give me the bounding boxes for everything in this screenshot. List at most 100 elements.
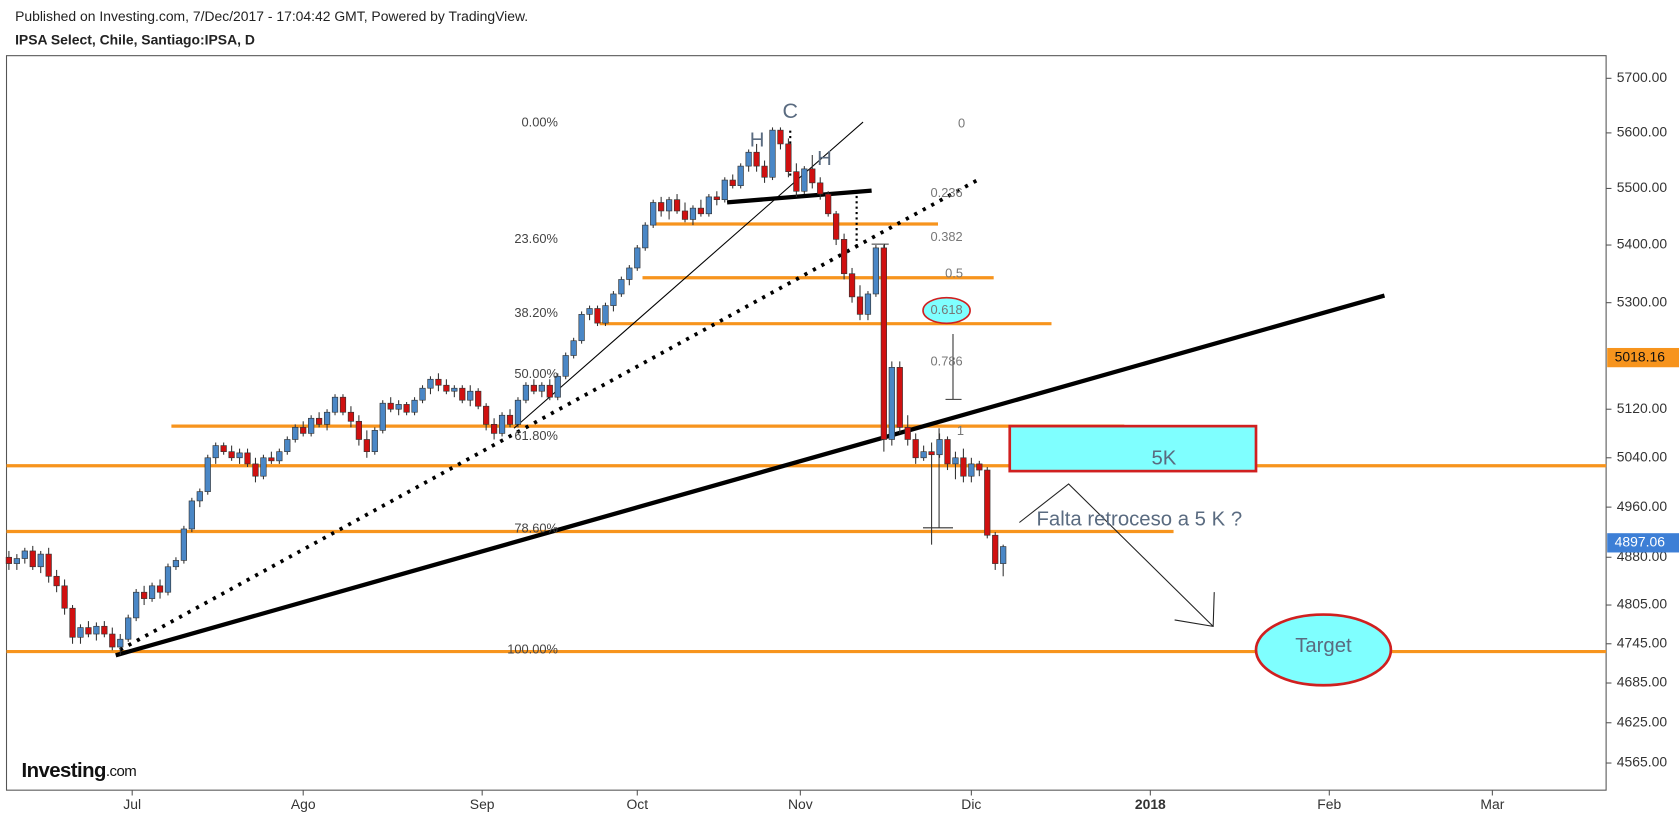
candle-body bbox=[292, 427, 299, 440]
candle-body bbox=[761, 165, 768, 178]
candle-body bbox=[514, 399, 522, 425]
candle-body bbox=[769, 129, 776, 178]
candle-body bbox=[284, 439, 291, 452]
annotation: H bbox=[817, 148, 832, 170]
annotation: C bbox=[783, 99, 798, 123]
x-tick-label: Ago bbox=[291, 796, 316, 812]
candle-body bbox=[180, 528, 187, 561]
candle-body bbox=[936, 439, 943, 456]
candle-body bbox=[347, 411, 355, 422]
target-box bbox=[1008, 424, 1258, 473]
candle-body bbox=[45, 553, 52, 577]
fib-label: 0.236 bbox=[931, 185, 963, 200]
candle-body bbox=[801, 168, 808, 192]
fib-label: 0.382 bbox=[931, 229, 963, 244]
candle-body bbox=[355, 420, 362, 440]
price-label-bg bbox=[1607, 347, 1679, 368]
plot-frame bbox=[5, 55, 1607, 791]
candle-body bbox=[610, 293, 617, 306]
fib-label: 61.80% bbox=[514, 428, 558, 443]
fib-label: 100.00% bbox=[507, 641, 558, 656]
candle-body bbox=[125, 617, 132, 640]
y-tick-label: 4805.00 bbox=[1617, 596, 1668, 612]
candle-body bbox=[809, 168, 816, 184]
candle-body bbox=[642, 224, 649, 249]
candle-body bbox=[323, 411, 331, 425]
candle-body bbox=[172, 560, 180, 568]
y-tick-label: 4565.00 bbox=[1617, 754, 1668, 770]
candle-body bbox=[848, 273, 856, 298]
candle-body bbox=[133, 591, 140, 619]
annotation: H bbox=[750, 130, 765, 152]
y-tick-label: 4685.00 bbox=[1617, 674, 1668, 690]
candle-body bbox=[976, 463, 983, 471]
candle-body bbox=[944, 439, 951, 465]
candle-body bbox=[156, 585, 164, 593]
x-tick-label: Nov bbox=[788, 796, 813, 812]
candle-body bbox=[697, 207, 705, 215]
arrow bbox=[1019, 483, 1215, 627]
candle-body bbox=[69, 607, 76, 638]
fib-label: 78.60% bbox=[514, 520, 558, 535]
candle-body bbox=[650, 202, 657, 226]
fib-label: 0.618 bbox=[931, 302, 963, 317]
candle-body bbox=[260, 457, 267, 477]
y-tick-label: 5600.00 bbox=[1617, 124, 1668, 140]
x-tick-label: Dic bbox=[961, 796, 981, 812]
logo: Investing.com bbox=[22, 760, 137, 782]
candle-body bbox=[117, 638, 124, 648]
candle-body bbox=[419, 387, 426, 401]
candle-body bbox=[872, 247, 880, 295]
candle-body bbox=[475, 390, 482, 407]
y-tick-label: 5120.00 bbox=[1617, 400, 1668, 416]
candle-body bbox=[952, 457, 959, 465]
candle-body bbox=[817, 182, 824, 195]
candle-body bbox=[1000, 546, 1007, 564]
candle-body bbox=[721, 179, 728, 201]
fib-label: 0.5 bbox=[945, 265, 963, 280]
fib-label: 23.60% bbox=[514, 231, 558, 246]
candle-body bbox=[459, 387, 466, 401]
candle-body bbox=[618, 279, 625, 295]
y-tick-label: 4960.00 bbox=[1617, 498, 1668, 514]
candle-body bbox=[196, 491, 203, 502]
candle-body bbox=[37, 553, 44, 568]
target-ellipse bbox=[1254, 613, 1393, 687]
y-tick-label: 4745.00 bbox=[1617, 634, 1668, 650]
y-tick-label: 4625.00 bbox=[1617, 713, 1668, 729]
candle-body bbox=[467, 390, 474, 401]
candle-body bbox=[506, 414, 514, 425]
x-tick-label: Sep bbox=[470, 796, 495, 812]
candle-body bbox=[785, 143, 792, 173]
y-tick-label: 5500.00 bbox=[1617, 179, 1668, 195]
candle-body bbox=[498, 414, 506, 434]
candle-body bbox=[371, 430, 378, 452]
candle-body bbox=[244, 452, 251, 465]
candle-body bbox=[427, 378, 434, 389]
fib-label: 0.00% bbox=[522, 115, 558, 130]
candle-body bbox=[339, 396, 347, 413]
logo-brand: Investing bbox=[22, 760, 107, 782]
candle-body bbox=[705, 196, 712, 215]
candle-body bbox=[252, 463, 259, 477]
price-label-bg bbox=[1607, 533, 1679, 553]
candle-body bbox=[912, 439, 919, 459]
annotation: Falta retroceso a 5 K ? bbox=[1037, 509, 1243, 531]
candle-body bbox=[85, 627, 92, 635]
fib-label: 0 bbox=[958, 116, 965, 131]
candle-body bbox=[220, 445, 227, 452]
fib-label: 1 bbox=[957, 423, 964, 438]
overlay bbox=[115, 121, 1393, 687]
candle-body bbox=[141, 591, 148, 599]
candle-body bbox=[888, 367, 895, 440]
annotation: 5K bbox=[1151, 448, 1176, 470]
candle-body bbox=[308, 417, 315, 434]
candle-body bbox=[856, 296, 864, 315]
candle-body bbox=[992, 534, 999, 564]
candle-body bbox=[403, 404, 410, 413]
candle-body bbox=[825, 193, 832, 215]
y-tick-label: 5300.00 bbox=[1617, 293, 1668, 309]
candle-body bbox=[745, 151, 752, 167]
x-tick-label: Oct bbox=[626, 796, 648, 812]
